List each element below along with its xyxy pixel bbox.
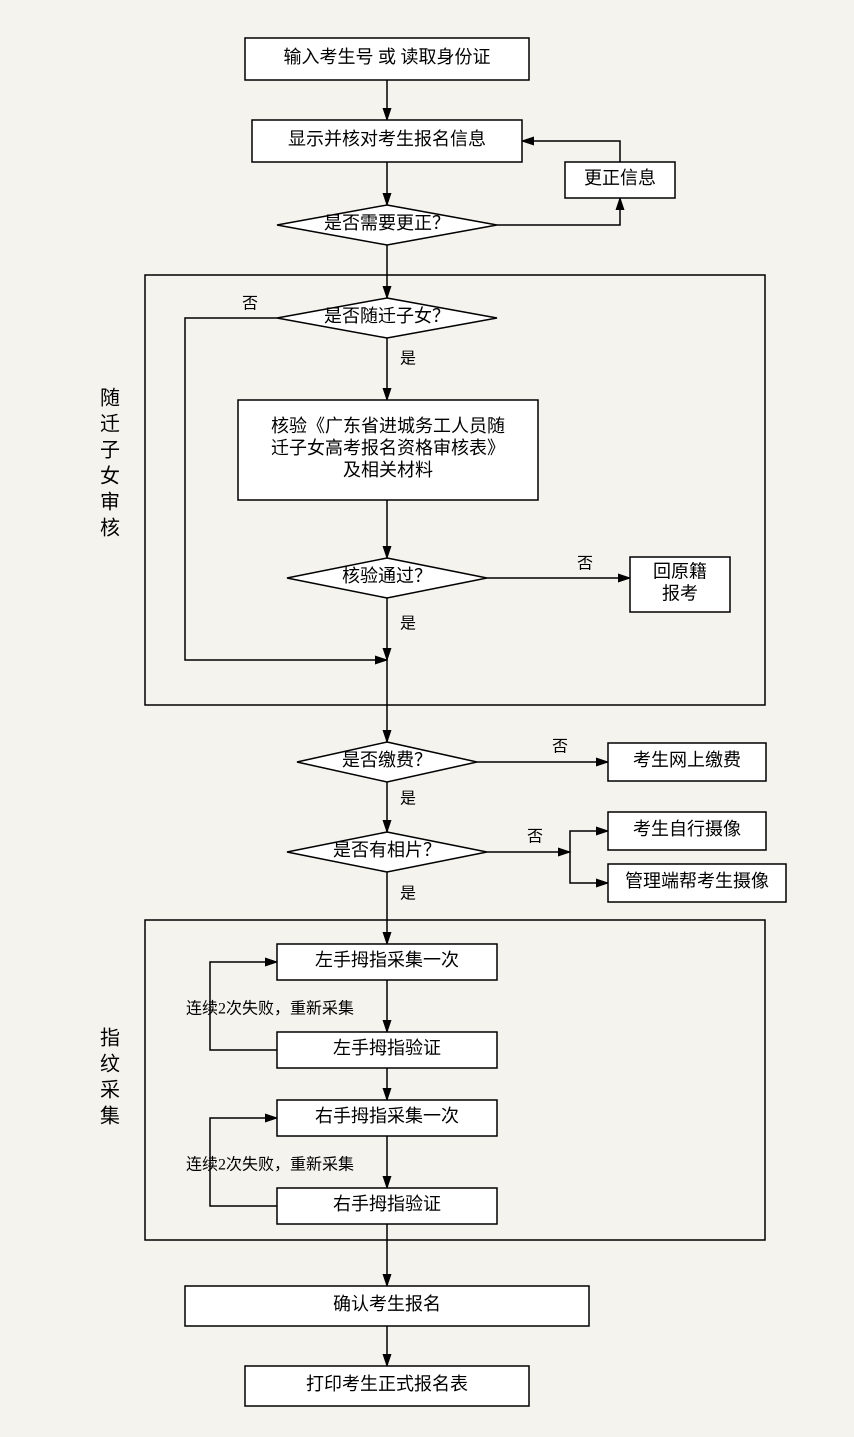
node-text-d5: 是否有相片？ [333,840,441,860]
node-text-n3: 核验《广东省进城务工人员随 [271,416,505,436]
node-text-d4: 是否缴费？ [342,750,432,770]
section-label-g2: 采 [100,1079,120,1102]
edge [497,198,620,225]
edge-label: 否 [577,556,593,573]
nodes-layer: 输入考生号 或 读取身份证显示并核对考生报名信息更正信息是否需要更正？ 是否随迁子… [185,38,786,1406]
node-text-n12: 确认考生报名 [333,1294,441,1314]
node-text-n4: 回原籍 [653,562,707,582]
node-text-d2: 是否随迁子女？ [324,306,450,326]
edge-label: 是 [400,616,416,633]
node-text-n2b: 更正信息 [584,168,656,188]
node-text-n6: 考生自行摄像 [633,819,741,839]
section-label-g1: 女 [100,465,120,488]
edge-label: 是 [400,886,416,903]
section-labels-layer: 随迁子女审核指纹采集 [100,387,120,1128]
section-label-g1: 审 [100,491,120,514]
node-text-n4: 报考 [662,584,698,604]
section-label-g2: 集 [100,1105,120,1128]
edge-label: 是 [400,351,416,368]
node-text-n13: 打印考生正式报名表 [306,1374,468,1394]
section-label-g1: 迁 [100,413,120,436]
node-text-n9: 左手拇指验证 [333,1038,441,1058]
section-label-g2: 纹 [100,1053,120,1076]
edge-label: 否 [527,829,543,846]
node-text-n5: 考生网上缴费 [633,750,741,770]
edge-label: 否 [242,296,258,313]
edge-label: 连续2次失败，重新采集 [186,1000,354,1018]
node-text-d3: 核验通过？ [342,566,432,586]
section-label-g1: 子 [100,440,120,462]
node-text-n2: 显示并核对考生报名信息 [288,129,486,149]
edge [522,141,620,162]
node-text-n3: 迁子女高考报名资格审核表》 [271,438,505,458]
node-text-n11: 右手拇指验证 [333,1194,441,1214]
node-text-n7: 管理端帮考生摄像 [625,871,769,891]
edge [570,852,608,883]
node-text-n1: 输入考生号 或 读取身份证 [284,47,491,67]
section-label-g2: 指 [100,1027,120,1050]
node-text-n8: 左手拇指采集一次 [315,950,459,970]
node-text-n10: 右手拇指采集一次 [315,1106,459,1126]
edge-label: 否 [552,739,568,756]
section-label-g1: 核 [100,517,120,540]
edge [570,831,608,852]
node-text-d1: 是否需要更正？ [324,213,450,233]
edge-label: 连续2次失败，重新采集 [186,1156,354,1174]
section-label-g1: 随 [100,387,120,410]
edge-label: 是 [400,791,416,808]
flowchart-canvas: 输入考生号 或 读取身份证显示并核对考生报名信息更正信息是否需要更正？是否随迁子… [0,0,854,1437]
node-text-n3: 及相关材料 [343,460,433,480]
